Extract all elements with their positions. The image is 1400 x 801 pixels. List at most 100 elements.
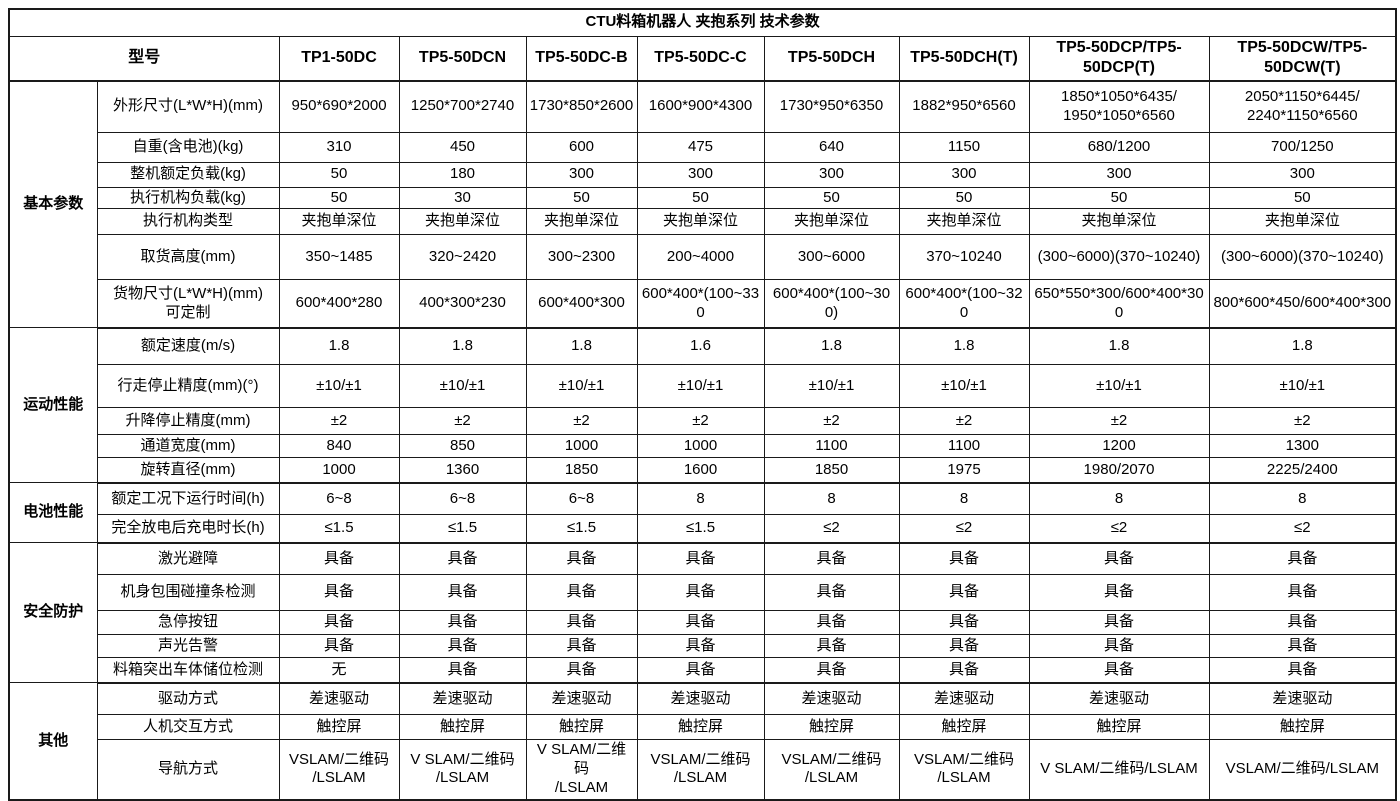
table-row: 取货高度(mm) 350~1485 320~2420 300~2300 200~4000… xyxy=(9,234,1397,281)
group-label: 运动性能 xyxy=(8,327,98,484)
spec-cell: ≤2 xyxy=(1208,514,1397,544)
spec-cell: 1850 xyxy=(525,457,638,484)
spec-cell: 8 xyxy=(636,482,765,516)
spec-cell: 触控屏 xyxy=(1208,714,1397,741)
spec-cell: 触控屏 xyxy=(525,714,638,741)
param-label: 自重(含电池)(kg) xyxy=(96,131,280,163)
param-label: 货物尺寸(L*W*H)(mm) 可定制 xyxy=(96,279,280,329)
spec-cell: 具备 xyxy=(398,610,527,636)
spec-cell: 1850 xyxy=(763,457,900,484)
spec-cell: 具备 xyxy=(1028,574,1210,612)
spec-cell: 夹抱单深位 xyxy=(763,208,900,236)
spec-cell: 1.6 xyxy=(636,327,765,366)
table-row: 安全防护 激光避障 具备 具备 具备 具备 具备 具备 具备 具备 xyxy=(8,542,1397,684)
spec-cell: 1250*700*2740 xyxy=(398,80,527,133)
spec-cell: 具备 xyxy=(763,634,900,659)
table-row: 人机交互方式 触控屏 触控屏 触控屏 触控屏 触控屏 触控屏 触控屏 触控屏 xyxy=(9,714,1397,741)
spec-cell: 300~6000 xyxy=(763,234,900,281)
spec-cell: 具备 xyxy=(1208,610,1397,636)
spec-cell: 具备 xyxy=(1208,574,1397,612)
spec-cell: ≤2 xyxy=(763,514,900,544)
spec-cell: 1.8 xyxy=(898,327,1030,366)
spec-cell: 具备 xyxy=(525,610,638,636)
model-header: TP5-50DCP/TP5- 50DCP(T) xyxy=(1028,35,1210,82)
spec-cell: 6~8 xyxy=(278,482,400,516)
spec-cell: 8 xyxy=(1208,482,1397,516)
spec-cell: 具备 xyxy=(1028,657,1210,684)
spec-cell: 300 xyxy=(763,161,900,188)
spec-cell: 差速驱动 xyxy=(398,682,527,716)
spec-cell: 600*400*(100~300) xyxy=(763,279,900,329)
param-label: 整机额定负载(kg) xyxy=(96,161,280,188)
table-row: 其他 驱动方式 差速驱动 差速驱动 差速驱动 差速驱动 差速驱动 差速驱动 差速驱动 差速驱动 xyxy=(8,682,1397,800)
spec-cell: ±10/±1 xyxy=(398,364,527,409)
spec-cell: 差速驱动 xyxy=(525,682,638,716)
spec-cell: 具备 xyxy=(1028,634,1210,659)
spec-cell: 700/1250 xyxy=(1208,131,1397,163)
spec-cell: VSLAM/二维码 /LSLAM xyxy=(763,739,900,801)
spec-cell: 具备 xyxy=(1208,634,1397,659)
table-row: 电池性能 额定工况下运行时间(h) 6~8 6~8 6~8 8 8 8 8 8 xyxy=(8,482,1397,544)
spec-cell: 夹抱单深位 xyxy=(1028,208,1210,236)
spec-cell: 8 xyxy=(763,482,900,516)
param-label: 执行机构负载(kg) xyxy=(96,186,280,210)
model-header: TP5-50DCH xyxy=(763,35,900,82)
spec-cell: 6~8 xyxy=(398,482,527,516)
spec-cell: 具备 xyxy=(636,542,765,576)
spec-cell: 具备 xyxy=(278,610,400,636)
spec-cell: 1600 xyxy=(636,457,765,484)
spec-cell: 600*400*300 xyxy=(525,279,638,329)
spec-cell: 600*400*(100~320 xyxy=(898,279,1030,329)
model-header: TP1-50DC xyxy=(278,35,400,82)
spec-cell: 50 xyxy=(1208,186,1397,210)
spec-cell: 具备 xyxy=(525,634,638,659)
table-row: 型号 TP1-50DC TP5-50DCN TP5-50DC-B TP5-50DC-C T… xyxy=(8,35,1397,82)
spec-cell: 1882*950*6560 xyxy=(898,80,1030,133)
table-row: 急停按钮 具备 具备 具备 具备 具备 具备 具备 具备 xyxy=(9,610,1397,636)
spec-cell: ±2 xyxy=(1028,407,1210,436)
param-label: 人机交互方式 xyxy=(96,714,280,741)
param-label: 驱动方式 xyxy=(96,682,280,716)
spec-cell: 50 xyxy=(763,186,900,210)
spec-cell: ±10/±1 xyxy=(636,364,765,409)
spec-cell: ±2 xyxy=(398,407,527,436)
model-header-label: 型号 xyxy=(8,35,280,82)
param-label: 旋转直径(mm) xyxy=(96,457,280,484)
spec-cell: 650*550*300/600*400*300 xyxy=(1028,279,1210,329)
spec-cell: 800*600*450/600*400*300 xyxy=(1208,279,1397,329)
spec-cell: ±10/±1 xyxy=(278,364,400,409)
table-row: 通道宽度(mm) 840 850 1000 1000 1100 1100 1200 1300 xyxy=(9,434,1397,459)
spec-cell: 1200 xyxy=(1028,434,1210,459)
spec-cell: (300~6000)(370~10240) xyxy=(1028,234,1210,281)
param-label: 通道宽度(mm) xyxy=(96,434,280,459)
table-row: 执行机构负载(kg) 50 30 50 50 50 50 50 50 xyxy=(9,186,1397,210)
spec-cell: 1600*900*4300 xyxy=(636,80,765,133)
spec-cell: 1730*950*6350 xyxy=(763,80,900,133)
spec-cell: 具备 xyxy=(1208,657,1397,684)
spec-cell: 1.8 xyxy=(1208,327,1397,366)
spec-cell: 2225/2400 xyxy=(1208,457,1397,484)
param-label: 行走停止精度(mm)(°) xyxy=(96,364,280,409)
spec-cell: 具备 xyxy=(398,542,527,576)
spec-cell: 310 xyxy=(278,131,400,163)
spec-cell: ±10/±1 xyxy=(898,364,1030,409)
spec-cell: 950*690*2000 xyxy=(278,80,400,133)
spec-cell: 1000 xyxy=(636,434,765,459)
table-row: 基本参数 外形尺寸(L*W*H)(mm) 950*690*2000 1250*700*… xyxy=(8,80,1397,329)
spec-cell: 300 xyxy=(1028,161,1210,188)
table-row: 声光告警 具备 具备 具备 具备 具备 具备 具备 具备 xyxy=(9,634,1397,659)
spec-cell: 2050*1150*6445/ 2240*1150*6560 xyxy=(1208,80,1397,133)
spec-cell: 30 xyxy=(398,186,527,210)
spec-cell: 夹抱单深位 xyxy=(636,208,765,236)
param-label: 急停按钮 xyxy=(96,610,280,636)
group-label: 安全防护 xyxy=(8,542,98,684)
spec-cell: 差速驱动 xyxy=(636,682,765,716)
spec-cell: 触控屏 xyxy=(636,714,765,741)
group-label: 其他 xyxy=(8,682,98,800)
spec-cell: 1360 xyxy=(398,457,527,484)
spec-cell: 夹抱单深位 xyxy=(525,208,638,236)
spec-cell: 1100 xyxy=(898,434,1030,459)
spec-cell: 差速驱动 xyxy=(898,682,1030,716)
table-row: 自重(含电池)(kg) 310 450 600 475 640 1150 680/1200 70… xyxy=(9,131,1397,163)
